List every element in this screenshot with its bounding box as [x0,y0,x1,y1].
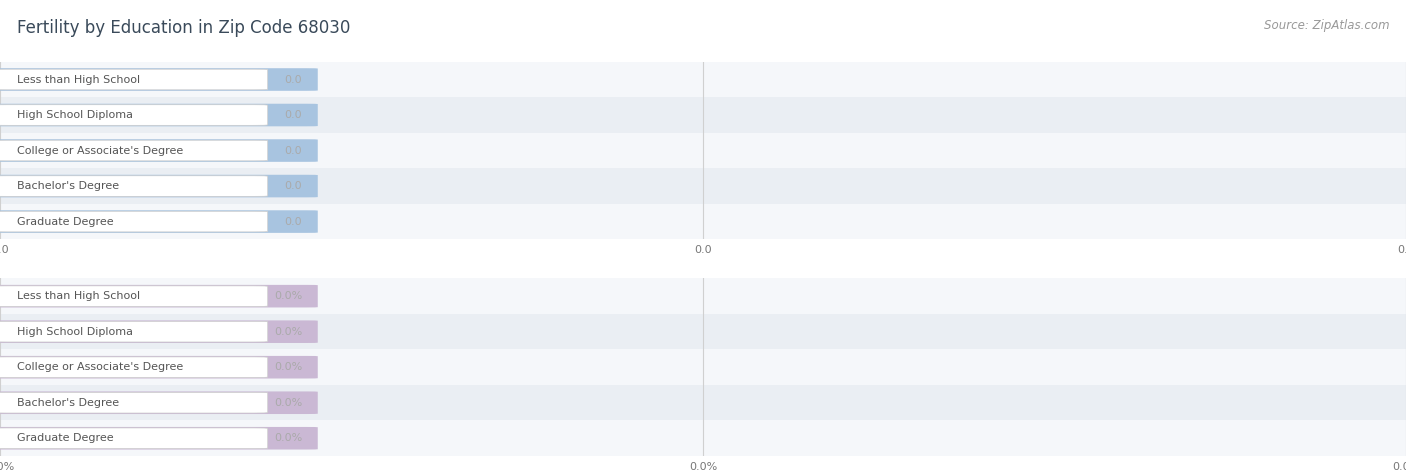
Text: 0.0: 0.0 [284,145,302,155]
Bar [0,420,1406,456]
FancyBboxPatch shape [0,175,318,197]
FancyBboxPatch shape [0,391,318,414]
Bar [0,385,1406,420]
Text: Graduate Degree: Graduate Degree [17,217,114,227]
FancyBboxPatch shape [0,68,318,91]
Text: Less than High School: Less than High School [17,291,141,301]
Text: Source: ZipAtlas.com: Source: ZipAtlas.com [1264,19,1389,32]
Text: 0.0%: 0.0% [274,433,302,443]
FancyBboxPatch shape [0,322,267,342]
FancyBboxPatch shape [0,104,318,126]
Text: 0.0: 0.0 [284,181,302,191]
Text: 0.0%: 0.0% [274,362,302,372]
Text: High School Diploma: High School Diploma [17,327,134,337]
Text: High School Diploma: High School Diploma [17,110,134,120]
Bar [0,278,1406,314]
Bar [0,350,1406,385]
FancyBboxPatch shape [0,104,267,125]
FancyBboxPatch shape [0,321,318,343]
Text: 0.0%: 0.0% [274,291,302,301]
Text: 0.0: 0.0 [284,110,302,120]
Text: Bachelor's Degree: Bachelor's Degree [17,398,120,408]
Text: Less than High School: Less than High School [17,75,141,85]
FancyBboxPatch shape [0,392,267,413]
Text: College or Associate's Degree: College or Associate's Degree [17,362,183,372]
Text: College or Associate's Degree: College or Associate's Degree [17,145,183,155]
FancyBboxPatch shape [0,69,267,90]
FancyBboxPatch shape [0,286,267,306]
FancyBboxPatch shape [0,285,318,307]
Text: 0.0%: 0.0% [274,398,302,408]
Text: Fertility by Education in Zip Code 68030: Fertility by Education in Zip Code 68030 [17,19,350,37]
FancyBboxPatch shape [0,356,318,379]
FancyBboxPatch shape [0,211,267,232]
Bar [0,97,1406,133]
FancyBboxPatch shape [0,428,267,448]
Text: Graduate Degree: Graduate Degree [17,433,114,443]
FancyBboxPatch shape [0,140,267,161]
Text: 0.0: 0.0 [284,75,302,85]
Text: 0.0%: 0.0% [274,327,302,337]
Bar [0,314,1406,350]
FancyBboxPatch shape [0,427,318,449]
Bar [0,62,1406,97]
Bar [0,204,1406,239]
FancyBboxPatch shape [0,357,267,378]
Bar [0,133,1406,168]
Text: 0.0: 0.0 [284,217,302,227]
FancyBboxPatch shape [0,210,318,233]
Text: Bachelor's Degree: Bachelor's Degree [17,181,120,191]
FancyBboxPatch shape [0,176,267,196]
FancyBboxPatch shape [0,139,318,162]
Bar [0,168,1406,204]
